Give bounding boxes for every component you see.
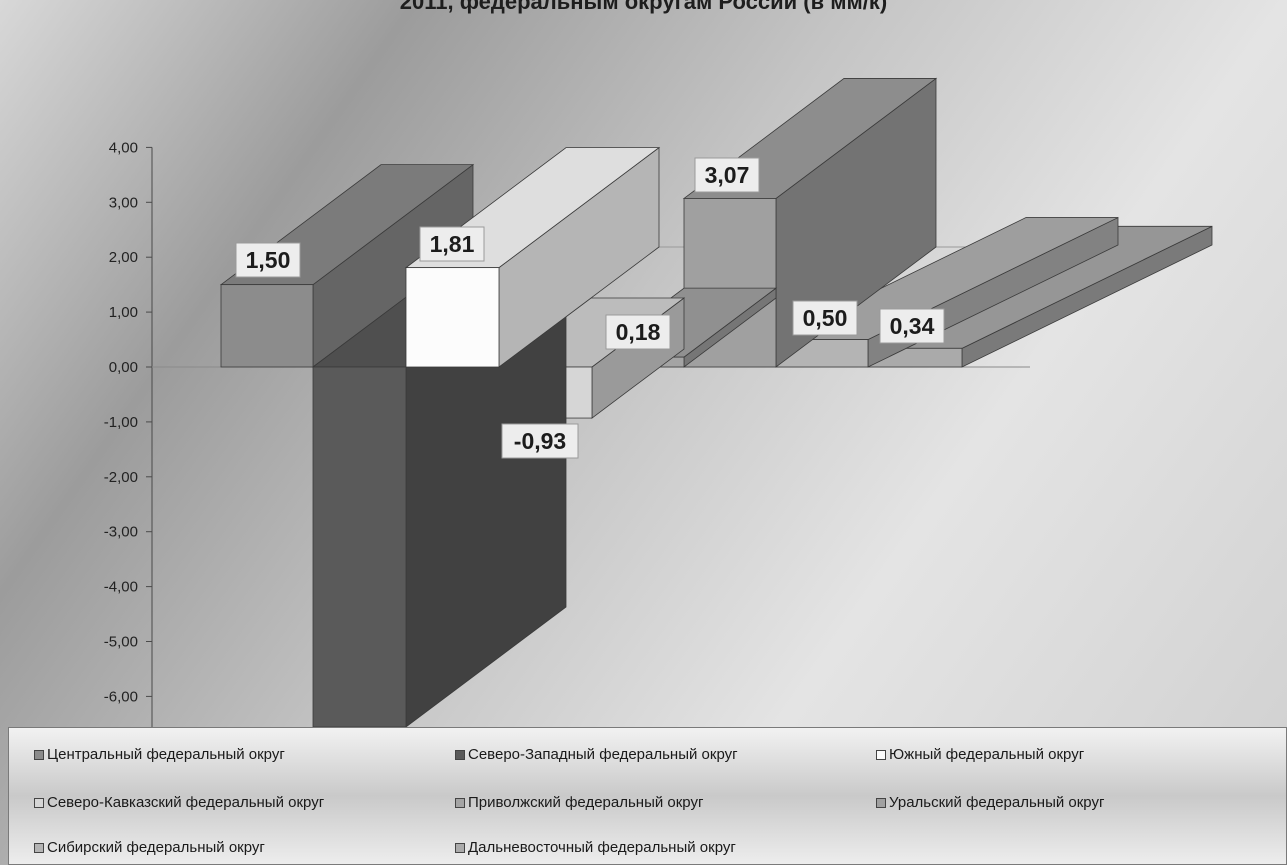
legend-item-volga: Приволжский федеральный округ xyxy=(455,794,703,811)
data-label-text-ural: 3,07 xyxy=(705,162,750,188)
legend-item-far-east: Дальневосточный федеральный округ xyxy=(455,839,736,856)
data-label-text-central: 1,50 xyxy=(246,247,291,273)
data-label-volga: 0,18 xyxy=(605,314,671,350)
data-label-text-south: 1,81 xyxy=(430,231,475,257)
legend-swatch-volga xyxy=(455,797,465,808)
data-label-siberia: 0,50 xyxy=(792,300,858,336)
y-tick-label: -6,00 xyxy=(104,688,138,705)
y-tick-label: 3,00 xyxy=(109,194,138,211)
bar-front-northwest xyxy=(312,366,407,728)
data-label-box-volga xyxy=(605,314,671,350)
data-label-text-far-east: 0,34 xyxy=(890,313,935,339)
y-tick-label: -1,00 xyxy=(104,414,138,431)
data-label-box-far-east xyxy=(879,308,945,344)
legend: Центральный федеральный округ Северо-Зап… xyxy=(8,727,1287,865)
data-label-box-north-caucasus xyxy=(501,423,579,459)
legend-label-north-caucasus: Северо-Кавказский федеральный округ xyxy=(47,794,325,811)
data-label-central: 1,50 xyxy=(235,242,301,278)
legend-label-northwest: Северо-Западный федеральный округ xyxy=(468,746,738,763)
data-label-text-volga: 0,18 xyxy=(616,319,661,345)
data-label-text-north-caucasus: -0,93 xyxy=(514,428,566,454)
legend-item-northwest: Северо-Западный федеральный округ xyxy=(455,746,738,763)
data-label-text-siberia: 0,50 xyxy=(803,305,848,331)
data-label-box-central xyxy=(235,242,301,278)
legend-label-central: Центральный федеральный округ xyxy=(47,746,285,763)
data-label-box-siberia xyxy=(792,300,858,336)
legend-swatch-siberia xyxy=(34,842,44,853)
y-tick-label: -3,00 xyxy=(104,524,138,541)
chart-title: 2011, федеральным округам России (в мм/к… xyxy=(399,0,888,14)
legend-item-ural: Уральский федеральный округ xyxy=(876,794,1104,811)
legend-swatch-central xyxy=(34,749,44,760)
data-label-far-east: 0,34 xyxy=(879,308,945,344)
legend-label-south: Южный федеральный округ xyxy=(889,746,1085,763)
data-label-box-ural xyxy=(694,157,760,193)
data-label-ural: 3,07 xyxy=(694,157,760,193)
legend-swatch-ural xyxy=(876,797,886,808)
legend-label-far-east: Дальневосточный федеральный округ xyxy=(468,839,736,856)
y-tick-label: 2,00 xyxy=(109,249,138,266)
legend-swatch-south xyxy=(876,749,886,760)
data-label-box-south xyxy=(419,226,485,262)
y-tick-label: 4,00 xyxy=(109,139,138,156)
bar-front-central xyxy=(220,284,314,368)
legend-label-volga: Приволжский федеральный округ xyxy=(468,794,704,811)
chart-body: 4,00 3,00 2,00 1,00 0,00 -1,00 -2,00 -3,00 -4,00… xyxy=(104,77,1213,728)
data-label-north-caucasus: -0,93 xyxy=(501,423,579,459)
y-tick-label: -4,00 xyxy=(104,579,138,596)
data-label-south: 1,81 xyxy=(419,226,485,262)
y-tick-label: 1,00 xyxy=(109,304,138,321)
legend-item-north-caucasus: Северо-Кавказский федеральный округ xyxy=(34,794,324,811)
y-tick-label: -5,00 xyxy=(104,634,138,651)
legend-item-siberia: Сибирский федеральный округ xyxy=(34,839,265,856)
legend-item-central: Центральный федеральный округ xyxy=(34,746,285,763)
y-tick-label: -2,00 xyxy=(104,469,138,486)
legend-swatch-north-caucasus xyxy=(34,797,44,808)
bar-front-south xyxy=(405,267,500,368)
legend-swatch-far-east xyxy=(455,842,465,853)
legend-item-south: Южный федеральный округ xyxy=(876,746,1084,763)
legend-swatch-northwest xyxy=(455,749,465,760)
legend-label-ural: Уральский федеральный округ xyxy=(889,794,1105,811)
y-tick-label: 0,00 xyxy=(109,359,138,376)
legend-label-siberia: Сибирский федеральный округ xyxy=(47,839,265,856)
